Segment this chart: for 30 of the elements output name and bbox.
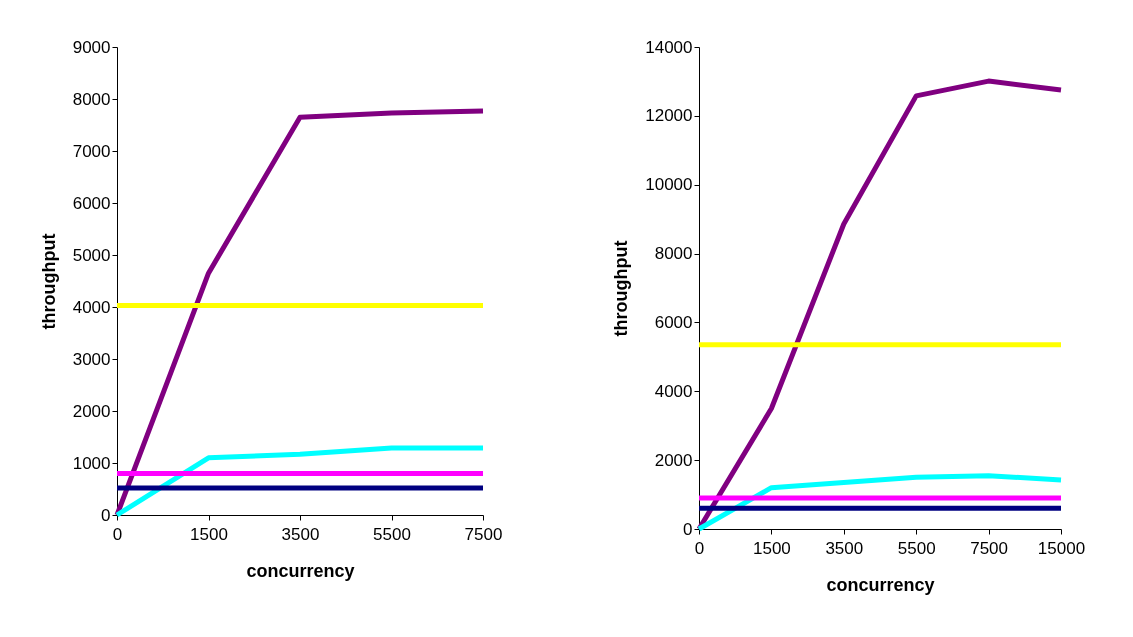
y-tick-label: 14000 [645, 37, 693, 57]
y-axis-title: throughput [38, 233, 59, 330]
y-tick-label: 4000 [72, 297, 111, 317]
x-tick-label: 5500 [897, 538, 936, 558]
y-tick-label: 6000 [654, 312, 693, 332]
y-tick-label: 4000 [654, 381, 693, 401]
y-tick-label: 0 [101, 505, 111, 525]
y-tick-label: 8000 [654, 244, 693, 264]
x-tick-label: 1500 [752, 538, 791, 558]
y-tick-label: 6000 [72, 193, 111, 213]
x-axis-title: concurrency [826, 574, 935, 595]
y-axis-title: throughput [611, 240, 632, 337]
y-tick-label: 1000 [72, 453, 111, 473]
x-tick-label: 15000 [1037, 538, 1086, 558]
y-tick-label: 2000 [654, 450, 693, 470]
y-tick-label: 5000 [72, 245, 111, 265]
y-tick-label: 10000 [645, 175, 693, 195]
y-tick-label: 12000 [645, 106, 693, 126]
x-axis-title: concurrency [246, 560, 355, 581]
y-tick-label: 2000 [72, 401, 111, 421]
x-tick-label: 3500 [281, 524, 320, 544]
y-tick-label: 7000 [72, 141, 111, 161]
x-tick-label: 7500 [464, 524, 503, 544]
x-tick-label: 7500 [970, 538, 1009, 558]
x-tick-label: 3500 [825, 538, 864, 558]
x-tick-label: 1500 [190, 524, 228, 544]
y-tick-label: 9000 [72, 37, 111, 57]
y-tick-label: 8000 [72, 89, 111, 109]
y-tick-label: 3000 [72, 349, 111, 369]
x-tick-label: 5500 [373, 524, 411, 544]
